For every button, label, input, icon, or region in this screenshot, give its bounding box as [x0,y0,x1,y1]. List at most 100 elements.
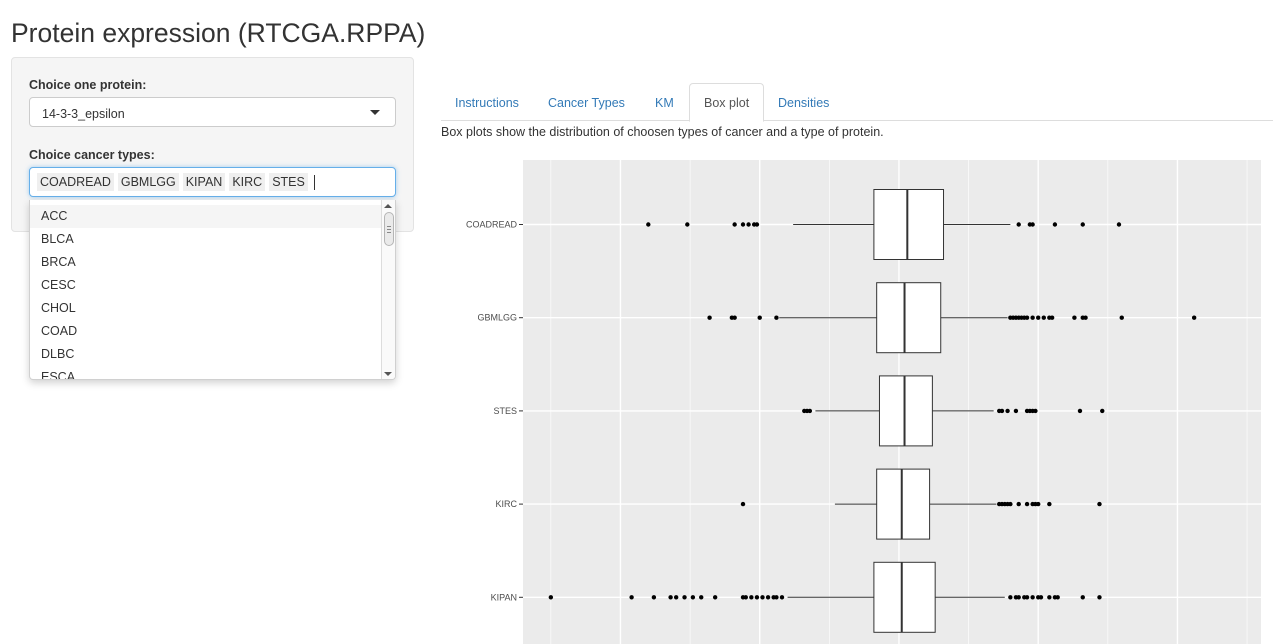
outlier-point [646,222,651,227]
grip-line [387,229,391,230]
outlier-point [774,595,779,600]
outlier-point [1024,595,1030,600]
outlier-point [1013,408,1019,414]
grip-line [387,226,391,227]
dropdown-option[interactable]: CESC [41,278,76,292]
dropdown-option[interactable]: CHOL [41,301,76,315]
box-plot-description: Box plots show the distribution of choos… [441,125,884,139]
box-iqr [876,468,931,540]
outlier-point [651,595,657,600]
cancer-chip[interactable]: GBMLGG [117,173,179,191]
dropdown-option[interactable]: BLCA [41,232,74,246]
scroll-up-icon[interactable] [384,204,392,208]
y-tick-label: GBMLGG [477,313,517,323]
outlier-point [1033,408,1038,414]
box-iqr [876,282,942,354]
outlier-point [1024,315,1030,320]
tab-km[interactable]: KM [655,96,674,110]
outlier-point [1041,315,1046,320]
box-iqr [873,189,945,260]
outlier-point [754,222,760,227]
tab-box-plot[interactable]: Box plot [689,83,765,122]
page-title: Protein expression (RTCGA.RPPA) [11,18,426,48]
outlier-point [1030,595,1035,600]
outlier-point [673,595,679,600]
tab-densities[interactable]: Densities [778,96,830,110]
outlier-point [740,222,746,227]
outlier-point [1036,315,1041,320]
outlier-point [757,315,762,320]
tab-bar: Instructions Cancer Types KM Box plot De… [441,83,1273,122]
outlier-point [1008,501,1013,507]
outlier-point [682,595,687,600]
outlier-point [707,315,712,320]
outlier-point [1016,501,1021,507]
outlier-point [1116,222,1122,227]
dropdown-option[interactable]: COAD [41,324,78,338]
y-tick-label: KIPAN [491,592,517,602]
cancer-chip[interactable]: COADREAD [37,173,114,191]
protein-select-label: Choice one protein: [29,78,147,92]
outlier-point [1024,501,1030,507]
box-iqr [873,561,936,633]
outlier-point [746,222,751,227]
outlier-point [760,595,765,600]
outlier-point [690,595,696,600]
protein-select[interactable]: 14-3-3_epsilon [29,97,396,127]
outlier-point [765,595,771,600]
outlier-point [1191,315,1197,320]
outlier-point [629,595,634,600]
outlier-point [699,595,704,600]
outlier-point [732,315,737,320]
box-plot-chart: COADREAD GBMLGG STES KIRC KIPAN [466,160,1261,644]
y-tick-label: STES [493,406,517,416]
outlier-point [754,595,760,600]
outlier-point [1047,501,1052,507]
outlier-point [1030,315,1035,320]
dropdown-scrollbar[interactable] [381,200,395,379]
outlier-point [779,595,785,600]
tab-cancer-types[interactable]: Cancer Types [548,96,625,110]
y-tick-label: COADREAD [466,220,518,230]
outlier-point [1083,315,1088,320]
scrollbar-thumb[interactable] [384,212,394,246]
outlier-point [1055,595,1060,600]
outlier-point [1072,315,1077,320]
outlier-point [1097,501,1102,507]
outlier-point [1097,595,1102,600]
outlier-point [548,595,554,600]
outlier-point [1080,222,1085,227]
outlier-point [1080,595,1085,600]
outlier-point [999,408,1005,414]
outlier-point [712,595,718,600]
y-tick-label: KIRC [495,499,517,509]
outlier-point [1008,595,1013,600]
outlier-point [1100,408,1105,414]
outlier-point [1005,408,1010,414]
outlier-point [685,222,690,227]
outlier-point [1038,595,1044,600]
outlier-point [749,595,754,600]
cancer-types-dropdown[interactable]: ACC BLCA BRCA CESC CHOL COAD DLBC ESCA [29,200,396,380]
outlier-point [740,501,746,507]
cancer-types-input[interactable]: COADREAD GBMLGG KIPAN KIRC STES [29,167,396,197]
outlier-point [807,408,813,414]
outlier-point [1036,501,1041,507]
outlier-point [1016,595,1021,600]
tab-instructions[interactable]: Instructions [455,96,519,110]
scroll-down-icon[interactable] [384,372,392,376]
cancer-chip[interactable]: STES [269,173,308,191]
cancer-chip[interactable]: KIRC [229,173,266,191]
outlier-point [668,595,673,600]
caret-down-icon[interactable] [370,110,380,115]
outlier-point [1077,408,1083,414]
box-iqr [878,375,933,447]
dropdown-option[interactable]: DLBC [41,347,75,361]
outlier-point [1047,595,1052,600]
cancer-chip[interactable]: KIPAN [182,173,226,191]
outlier-point [1052,222,1058,227]
text-cursor [313,174,315,190]
dropdown-option[interactable]: ACC [30,205,383,228]
dropdown-option[interactable]: BRCA [41,255,76,269]
dropdown-option[interactable]: ESCA [41,370,76,380]
